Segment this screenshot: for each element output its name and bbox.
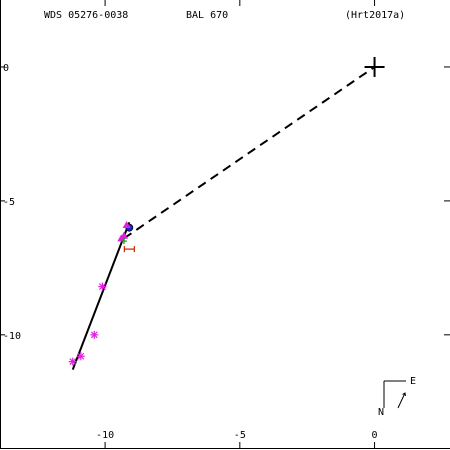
orbit-lines <box>71 66 376 371</box>
y-tick-label: -5 <box>3 197 15 208</box>
separation-dashed-line <box>123 66 376 240</box>
star-stroke <box>77 352 85 360</box>
observation-triangle-marker <box>122 221 131 228</box>
compass-icon: E N <box>378 376 416 418</box>
primary-star-marker <box>364 56 385 77</box>
observation-plus-marker <box>120 238 127 245</box>
observation-marks <box>68 56 385 366</box>
discoverer-designation: BAL 670 <box>186 10 229 21</box>
observation-errorbar-marker <box>123 246 135 253</box>
x-tick-label: -5 <box>234 430 246 441</box>
observation-star-marker <box>90 330 99 339</box>
x-tick-label: -10 <box>96 430 114 441</box>
compass-north-label: N <box>378 407 384 418</box>
star-stroke <box>98 283 106 291</box>
observation-star-marker <box>76 352 85 361</box>
star-stroke <box>69 358 77 366</box>
wds-identifier: WDS 05276-0038 <box>44 10 129 21</box>
observation-star-marker <box>68 357 77 366</box>
reference-code: (Hrt2017a) <box>345 10 406 21</box>
orbit-path-line <box>71 221 131 371</box>
star-stroke <box>90 331 98 339</box>
x-tick-label: 0 <box>372 430 378 441</box>
observation-star-marker <box>98 282 107 291</box>
observation-triangle-marker <box>119 231 128 239</box>
compass-east-label: E <box>410 376 416 387</box>
y-tick-label: -10 <box>3 331 21 342</box>
y-tick-label: 0 <box>3 63 9 74</box>
